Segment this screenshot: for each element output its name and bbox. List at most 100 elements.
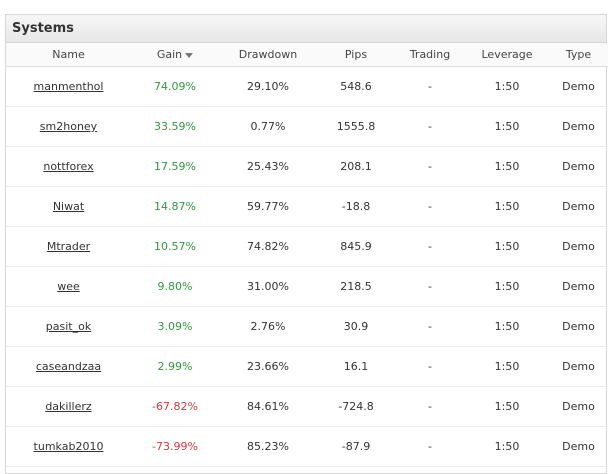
cell-text: 14.87% — [154, 200, 196, 213]
system-link[interactable]: dakillerz — [45, 400, 92, 413]
table-cell: - — [395, 346, 465, 387]
table-cell: 25.43% — [219, 146, 317, 187]
column-header-text: Trading — [409, 48, 451, 61]
cell-text: 218.5 — [340, 280, 372, 293]
system-link[interactable]: tumkab2010 — [33, 440, 104, 453]
table-row: nottforex 17.59% 25.43% 208.1 - 1:50 Demo — [6, 146, 608, 187]
table-cell: 14.87% — [131, 186, 219, 227]
system-link[interactable]: caseandzaa — [35, 360, 102, 373]
system-link[interactable]: nottforex — [43, 160, 94, 173]
table-cell: 84.61% — [219, 386, 317, 427]
cell-text: Demo — [562, 200, 595, 213]
column-header-text: Pips — [344, 48, 368, 61]
table-cell: 3.09% — [131, 306, 219, 347]
table-cell: Demo — [549, 226, 608, 267]
table-cell: - — [395, 226, 465, 267]
cell-text: 84.61% — [247, 400, 289, 413]
table-cell: -18.8 — [317, 186, 395, 227]
column-header[interactable]: Pips — [317, 43, 395, 67]
table-cell: 2.76% — [219, 306, 317, 347]
table-cell: 0.77% — [219, 106, 317, 147]
table-cell: Niwat — [6, 186, 131, 227]
cell-text: Demo — [562, 400, 595, 413]
cell-text: 1:50 — [494, 280, 520, 293]
system-link[interactable]: sm2honey — [39, 120, 98, 133]
cell-text: 10.57% — [154, 240, 196, 253]
cell-text: Demo — [562, 80, 595, 93]
table-cell: 85.23% — [219, 426, 317, 467]
cell-text: 17.59% — [154, 160, 196, 173]
table-row: dakillerz -67.82% 84.61% -724.8 - 1:50 Demo — [6, 386, 608, 427]
table-cell: 845.9 — [317, 226, 395, 267]
table-cell: 548.6 — [317, 66, 395, 107]
cell-text: 1:50 — [494, 400, 520, 413]
system-link[interactable]: manmenthol — [33, 80, 104, 93]
table-cell: caseandzaa — [6, 346, 131, 387]
table-cell: 23.66% — [219, 346, 317, 387]
cell-text: Demo — [562, 160, 595, 173]
table-cell: tumkab2010 — [6, 426, 131, 467]
column-header[interactable]: Gain — [131, 43, 219, 67]
cell-text: Demo — [562, 440, 595, 453]
column-header[interactable]: Type — [549, 43, 608, 67]
header-row: Name Gain Drawdown Pips Trading Leverage Type — [6, 43, 608, 67]
column-header[interactable]: Name — [6, 43, 131, 67]
table-row: Niwat 14.87% 59.77% -18.8 - 1:50 Demo — [6, 186, 608, 227]
table-cell: 1:50 — [465, 186, 549, 227]
table-cell: - — [395, 66, 465, 107]
table-cell: -73.99% — [131, 426, 219, 467]
cell-text: 16.1 — [343, 360, 369, 373]
cell-text: 0.77% — [250, 120, 286, 133]
page: Systems Name Gain Drawdown Pips Trading Lever… — [5, 14, 608, 474]
table-cell: wee — [6, 266, 131, 307]
cell-text: 23.66% — [247, 360, 289, 373]
cell-text: - — [428, 320, 432, 333]
table-cell: - — [395, 186, 465, 227]
table-cell: Demo — [549, 426, 608, 467]
column-header-text: Gain — [156, 48, 183, 61]
cell-text: - — [428, 360, 432, 373]
column-header[interactable]: Leverage — [465, 43, 549, 67]
cell-text: 2.76% — [250, 320, 286, 333]
table-cell: Demo — [549, 106, 608, 147]
system-link[interactable]: pasit_ok — [45, 320, 92, 333]
table-cell: Demo — [549, 186, 608, 227]
table-row: sm2honey 33.59% 0.77% 1555.8 - 1:50 Demo — [6, 106, 608, 147]
table-cell: Demo — [549, 266, 608, 307]
table-cell: Demo — [549, 146, 608, 187]
table-cell: -87.9 — [317, 426, 395, 467]
table-cell: - — [395, 386, 465, 427]
cell-text: 548.6 — [340, 80, 372, 93]
cell-text: - — [428, 280, 432, 293]
cell-text: 31.00% — [247, 280, 289, 293]
cell-text: -18.8 — [341, 200, 371, 213]
system-link[interactable]: Niwat — [52, 200, 85, 213]
table-cell: sm2honey — [6, 106, 131, 147]
system-link[interactable]: wee — [57, 280, 80, 293]
cell-text: 2.99% — [157, 360, 193, 373]
table-cell: - — [395, 266, 465, 307]
table-cell: 33.59% — [131, 106, 219, 147]
cell-text: 1:50 — [494, 440, 520, 453]
table-cell: 30.9 — [317, 306, 395, 347]
column-header-text: Leverage — [481, 48, 533, 61]
cell-text: 1:50 — [494, 240, 520, 253]
column-header[interactable]: Trading — [395, 43, 465, 67]
cell-text: - — [428, 240, 432, 253]
table-cell: 59.77% — [219, 186, 317, 227]
cell-text: 1555.8 — [336, 120, 376, 133]
table-cell: 1:50 — [465, 346, 549, 387]
table-row: wee 9.80% 31.00% 218.5 - 1:50 Demo — [6, 266, 608, 307]
table-cell: - — [395, 306, 465, 347]
cell-text: Demo — [562, 120, 595, 133]
system-link[interactable]: Mtrader — [46, 240, 91, 253]
cell-text: 33.59% — [154, 120, 196, 133]
systems-panel: Systems Name Gain Drawdown Pips Trading Lever… — [5, 14, 608, 474]
cell-text: - — [428, 160, 432, 173]
cell-text: 29.10% — [247, 80, 289, 93]
table-cell: manmenthol — [6, 66, 131, 107]
column-header[interactable]: Drawdown — [219, 43, 317, 67]
sort-arrow — [185, 52, 194, 58]
table-cell: nottforex — [6, 146, 131, 187]
table-row: Mtrader 10.57% 74.82% 845.9 - 1:50 Demo — [6, 226, 608, 267]
